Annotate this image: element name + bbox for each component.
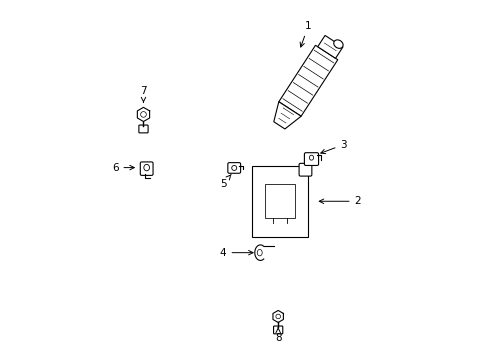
Ellipse shape — [231, 166, 236, 170]
Text: 8: 8 — [274, 327, 281, 343]
Text: 6: 6 — [112, 163, 134, 172]
Ellipse shape — [143, 165, 149, 171]
Bar — [264, 184, 294, 218]
Text: 2: 2 — [319, 196, 361, 206]
FancyBboxPatch shape — [139, 125, 148, 133]
Text: 7: 7 — [140, 86, 146, 102]
Text: 4: 4 — [220, 248, 252, 258]
Polygon shape — [317, 35, 342, 58]
FancyBboxPatch shape — [140, 162, 153, 175]
Ellipse shape — [257, 249, 262, 256]
FancyBboxPatch shape — [227, 163, 240, 173]
FancyBboxPatch shape — [273, 326, 282, 334]
FancyBboxPatch shape — [304, 153, 318, 166]
Polygon shape — [278, 45, 337, 116]
Text: 5: 5 — [220, 175, 231, 189]
FancyBboxPatch shape — [299, 163, 311, 176]
Bar — [251, 166, 307, 237]
Polygon shape — [273, 102, 301, 129]
Text: 3: 3 — [320, 140, 346, 154]
Ellipse shape — [141, 112, 146, 117]
Ellipse shape — [309, 155, 313, 160]
Text: 1: 1 — [300, 21, 311, 47]
Ellipse shape — [275, 314, 280, 319]
Ellipse shape — [333, 40, 343, 48]
